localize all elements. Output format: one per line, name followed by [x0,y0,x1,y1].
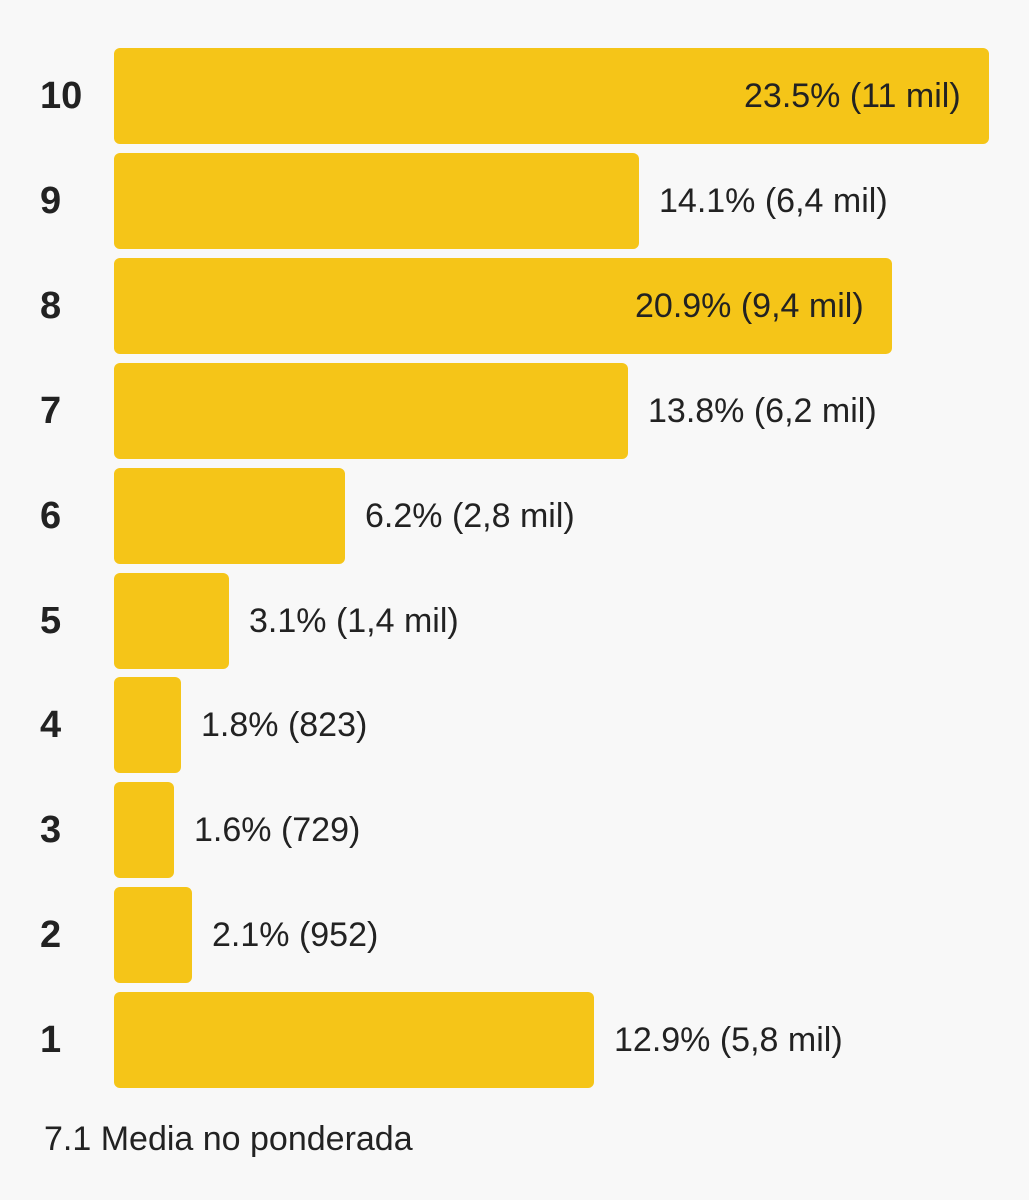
bar [114,468,345,564]
data-label: 2.1% (952) [212,916,379,954]
bar [114,153,639,249]
category-label: 6 [40,495,62,537]
bar [114,363,628,459]
data-label: 23.5% (11 mil) [744,77,961,115]
bar [114,48,989,144]
bar [114,573,229,669]
data-label: 3.1% (1,4 mil) [249,602,459,640]
category-label: 1 [40,1019,62,1061]
category-label: 5 [40,600,62,642]
category-label: 8 [40,285,62,327]
data-label: 6.2% (2,8 mil) [365,497,575,535]
bar [114,782,174,878]
data-label: 20.9% (9,4 mil) [635,287,864,325]
data-label: 12.9% (5,8 mil) [614,1021,843,1059]
category-label: 4 [40,704,62,746]
category-label: 10 [40,75,83,117]
category-label: 9 [40,180,62,222]
category-label: 3 [40,809,62,851]
bar [114,992,594,1088]
bar [114,887,192,983]
bar [114,258,892,354]
category-label: 7 [40,390,62,432]
category-label: 2 [40,914,62,956]
bar [114,677,181,773]
data-label: 1.8% (823) [201,706,368,744]
data-label: 13.8% (6,2 mil) [648,392,877,430]
data-label: 14.1% (6,4 mil) [659,182,888,220]
data-label: 1.6% (729) [194,811,361,849]
unweighted-average-text: 7.1 Media no ponderada [44,1120,413,1158]
